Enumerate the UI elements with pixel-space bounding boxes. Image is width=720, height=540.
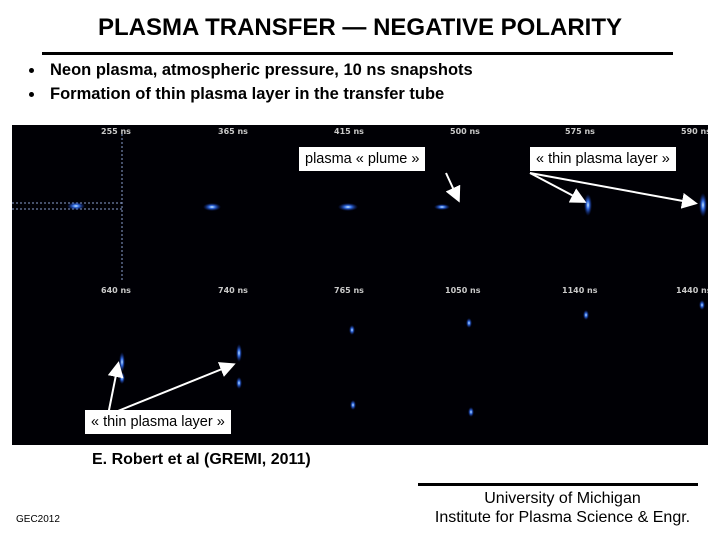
plasma-spot	[583, 310, 589, 320]
institution-line-2: Institute for Plasma Science & Engr.	[434, 509, 691, 526]
bullet-list: Neon plasma, atmospheric pressure, 10 ns…	[28, 58, 473, 106]
snapshot-time-label: 590 ns	[681, 127, 708, 136]
citation: E. Robert et al (GREMI, 2011)	[92, 451, 311, 468]
plasma-spot	[236, 344, 242, 362]
arrow-to-layer-740	[107, 362, 236, 416]
bullet-text: Neon plasma, atmospheric pressure, 10 ns…	[50, 61, 473, 79]
plasma-spot	[699, 300, 705, 310]
plasma-spot	[119, 372, 125, 384]
snapshot-time-label: 255 ns	[101, 127, 131, 136]
plasma-spot	[434, 204, 450, 210]
arrow-to-plume	[445, 172, 461, 203]
institution-block: University of Michigan Institute for Pla…	[410, 489, 715, 527]
thin-layer-callout-bottom: « thin plasma layer »	[85, 410, 231, 434]
snapshot-time-label: 1050 ns	[445, 286, 481, 295]
arrow-to-layer-640	[107, 361, 124, 416]
bullet-dot-icon	[29, 92, 34, 97]
plasma-spot	[338, 203, 358, 211]
snapshot-time-label: 365 ns	[218, 127, 248, 136]
snapshot-time-label: 640 ns	[101, 286, 131, 295]
institution-line-1: University of Michigan	[484, 490, 641, 507]
bullet-text: Formation of thin plasma layer in the tr…	[50, 85, 445, 103]
title-underline	[42, 52, 673, 55]
plasma-spot	[466, 318, 472, 328]
snapshot-time-label: 1440 ns	[676, 286, 708, 295]
plasma-spot	[119, 352, 125, 372]
plasma-spot	[203, 203, 221, 211]
conference-label: GEC2012	[16, 514, 60, 525]
snapshot-time-label: 500 ns	[450, 127, 480, 136]
plume-callout: plasma « plume »	[299, 147, 426, 171]
thin-layer-callout-top: « thin plasma layer »	[530, 147, 676, 171]
arrow-to-layer-575	[529, 172, 587, 203]
snapshot-time-label: 575 ns	[565, 127, 595, 136]
plasma-snapshot-panel: 255 ns 365 ns 415 ns 500 ns 575 ns 590 n…	[12, 125, 708, 445]
bullet-item: Formation of thin plasma layer in the tr…	[28, 82, 473, 106]
snapshot-time-label: 740 ns	[218, 286, 248, 295]
plasma-spot	[350, 400, 356, 410]
slide-title: PLASMA TRANSFER — NEGATIVE POLARITY	[97, 14, 622, 41]
snapshot-image	[12, 130, 707, 417]
footer-rule	[418, 483, 698, 486]
plasma-spot	[236, 377, 242, 389]
plasma-spot	[584, 194, 592, 216]
plasma-spot	[468, 407, 474, 417]
snapshot-time-label: 765 ns	[334, 286, 364, 295]
bullet-dot-icon	[29, 68, 34, 73]
plasma-spot	[349, 325, 355, 335]
bullet-item: Neon plasma, atmospheric pressure, 10 ns…	[28, 58, 473, 82]
snapshot-time-label: 1140 ns	[562, 286, 598, 295]
plasma-spot	[699, 193, 707, 217]
plasma-spot	[67, 202, 85, 210]
arrow-to-layer-590	[529, 172, 698, 209]
snapshot-time-label: 415 ns	[334, 127, 364, 136]
